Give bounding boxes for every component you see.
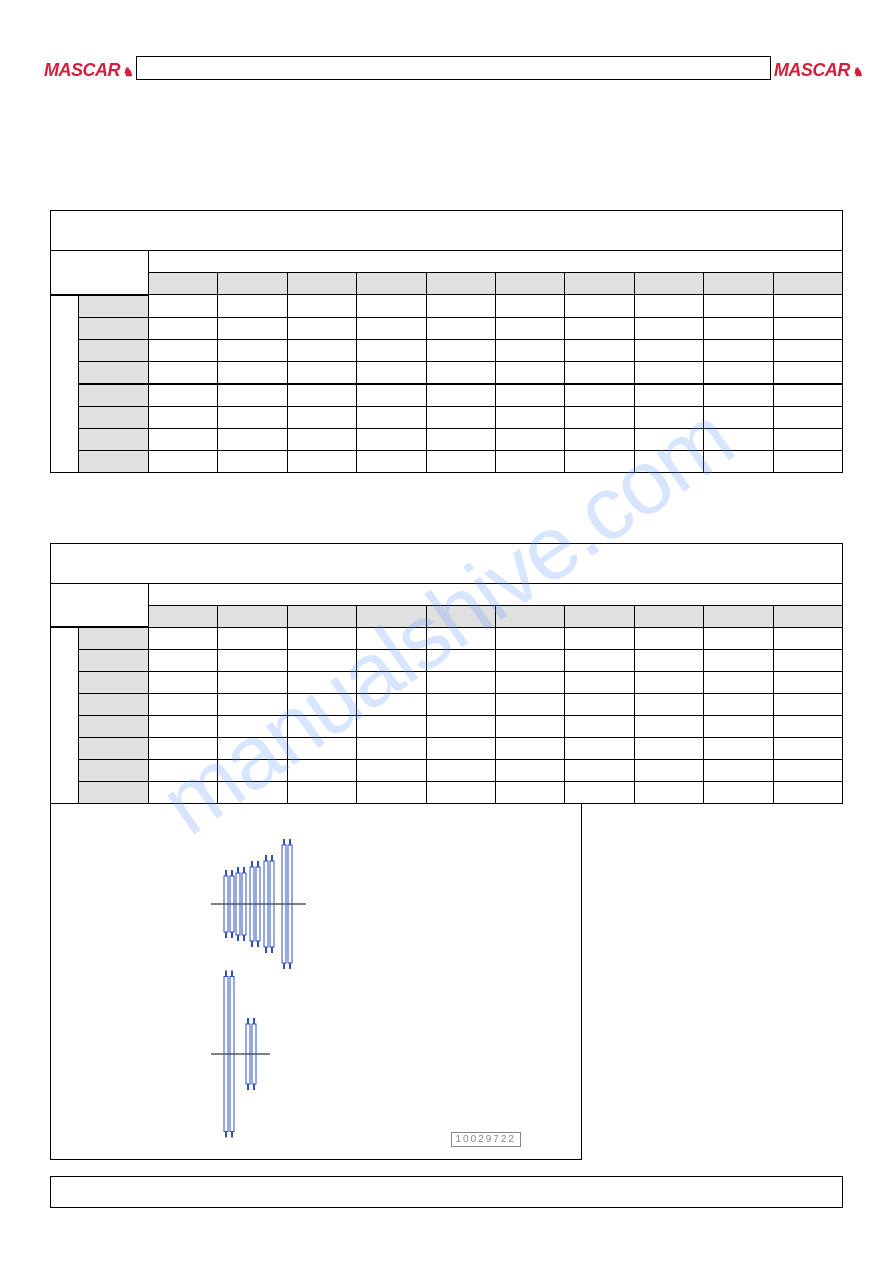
table-1-span-header bbox=[149, 251, 843, 273]
table-1-side bbox=[51, 295, 79, 473]
table-2-col-9 bbox=[704, 605, 773, 627]
table-1-col-6 bbox=[495, 273, 564, 295]
table-2-row-8 bbox=[79, 782, 149, 804]
table-2-row-3 bbox=[79, 672, 149, 694]
table-gap bbox=[50, 473, 843, 543]
table-1-col-5 bbox=[426, 273, 495, 295]
table-1-col-2 bbox=[218, 273, 287, 295]
page: manualshive.com MASCAR MASCAR bbox=[0, 0, 893, 1263]
table-2-row-5 bbox=[79, 716, 149, 738]
table-1-col-4 bbox=[357, 273, 426, 295]
table-1-row-2 bbox=[79, 317, 149, 339]
brand-logo-left: MASCAR bbox=[44, 60, 133, 81]
header-bar: MASCAR MASCAR bbox=[44, 60, 863, 88]
table-2-span-header bbox=[149, 583, 843, 605]
footer-box bbox=[50, 1176, 843, 1208]
table-2-col-1 bbox=[149, 605, 218, 627]
table-2-row-7 bbox=[79, 760, 149, 782]
table-1-col-3 bbox=[287, 273, 356, 295]
table-1-row-7 bbox=[79, 428, 149, 450]
content-area: 10029722 bbox=[50, 210, 843, 1160]
table-1-corner bbox=[51, 251, 149, 295]
table-1-col-1 bbox=[149, 273, 218, 295]
figure-panel: 10029722 bbox=[50, 804, 582, 1160]
table-2-side bbox=[51, 627, 79, 804]
table-1-row-8 bbox=[79, 450, 149, 472]
table-2-row-1 bbox=[79, 627, 149, 650]
chart-number: 10029722 bbox=[451, 1132, 522, 1147]
title-box bbox=[136, 56, 771, 80]
table-1-col-10 bbox=[773, 273, 842, 295]
table-2-row-6 bbox=[79, 738, 149, 760]
table-2-col-4 bbox=[357, 605, 426, 627]
table-1-row-4 bbox=[79, 361, 149, 384]
table-2-col-6 bbox=[495, 605, 564, 627]
table-1 bbox=[50, 210, 843, 473]
table-2-title bbox=[51, 543, 843, 583]
table-2-row-2 bbox=[79, 650, 149, 672]
table-2-col-3 bbox=[287, 605, 356, 627]
table-1-row-3 bbox=[79, 339, 149, 361]
table-1-row-6 bbox=[79, 406, 149, 428]
rod-diagram bbox=[51, 804, 581, 1159]
table-2 bbox=[50, 543, 843, 805]
table-1-col-8 bbox=[634, 273, 703, 295]
table-2-corner bbox=[51, 583, 149, 627]
table-1-col-7 bbox=[565, 273, 634, 295]
table-1-row-5 bbox=[79, 384, 149, 407]
table-2-col-7 bbox=[565, 605, 634, 627]
table-2-col-5 bbox=[426, 605, 495, 627]
table-1-row-1 bbox=[79, 295, 149, 318]
table-1-title bbox=[51, 211, 843, 251]
brand-logo-right: MASCAR bbox=[774, 60, 863, 81]
table-1-col-9 bbox=[704, 273, 773, 295]
table-2-col-2 bbox=[218, 605, 287, 627]
table-2-col-8 bbox=[634, 605, 703, 627]
table-2-col-10 bbox=[773, 605, 842, 627]
table-2-row-4 bbox=[79, 694, 149, 716]
